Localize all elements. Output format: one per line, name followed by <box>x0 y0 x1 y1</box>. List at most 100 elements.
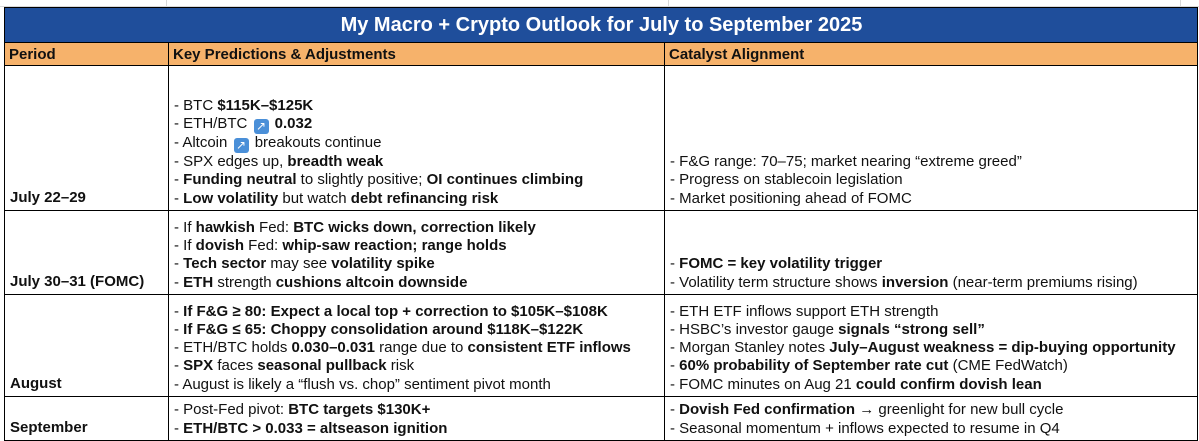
text-segment: but watch <box>278 189 351 207</box>
catalysts-cell[interactable]: - F&G range: 70–75; market nearing “extr… <box>664 65 1198 211</box>
text-segment: - <box>174 255 184 273</box>
text-segment: (near-term premiums rising) <box>948 273 1138 291</box>
text-segment: - Progress on stablecoin legislation <box>670 171 903 189</box>
bullet-line: - Funding neutral to slightly positive; … <box>174 171 660 189</box>
bold-text: seasonal pullback <box>257 357 387 375</box>
text-segment: range due to <box>374 339 468 357</box>
text-segment: - Morgan Stanley notes <box>670 339 830 357</box>
bullet-line: - Seasonal momentum + inflows expected t… <box>670 420 1193 438</box>
text-segment: risk <box>386 357 415 375</box>
text-segment: - <box>174 171 184 189</box>
bullet-line: - If F&G ≥ 80: Expect a local top + corr… <box>174 303 660 321</box>
text-segment: - <box>670 401 680 419</box>
text-segment: - Seasonal momentum + inflows expected t… <box>670 419 1060 437</box>
header-catalysts[interactable]: Catalyst Alignment <box>664 42 1198 66</box>
bullet-line: - ETH ETF inflows support ETH strength <box>670 303 1193 321</box>
bullet-line: - FOMC minutes on Aug 21 could confirm d… <box>670 376 1193 394</box>
predictions-cell[interactable]: - BTC $115K–$125K - ETH/BTC ↗ 0.032- Altc… <box>168 65 665 211</box>
bold-text: Funding neutral <box>183 171 297 189</box>
catalysts-cell[interactable]: - Dovish Fed confirmation → greenlight f… <box>664 396 1198 441</box>
text-segment: - <box>670 255 680 273</box>
period-cell[interactable]: July 30–31 (FOMC) <box>4 210 169 295</box>
bullet-line: - ETH strength cushions altcoin downside <box>174 274 660 292</box>
bold-text: debt refinancing risk <box>350 189 499 207</box>
text-segment: faces <box>213 357 258 375</box>
bold-text: Dovish Fed confirmation <box>679 401 856 419</box>
bullet-line: - If dovish Fed: whip-saw reaction; rang… <box>174 237 660 255</box>
text-segment: - <box>174 273 184 291</box>
bold-text: volatility spike <box>331 255 435 273</box>
period-cell[interactable]: July 22–29 <box>4 65 169 211</box>
text-segment: breakouts continue <box>250 134 382 152</box>
predictions-cell[interactable]: - Post-Fed pivot: BTC targets $130K+ - ET… <box>168 396 665 441</box>
table-title[interactable]: My Macro + Crypto Outlook for July to Se… <box>4 7 1198 43</box>
bullet-line: - Volatility term structure shows invers… <box>670 274 1193 292</box>
bold-text: breadth weak <box>287 153 384 171</box>
table-row: August - If F&G ≥ 80: Expect a local top… <box>4 294 1198 397</box>
predictions-cell[interactable]: - If F&G ≥ 80: Expect a local top + corr… <box>168 294 665 397</box>
bold-text: OI continues climbing <box>426 171 584 189</box>
bullet-line: - Altcoin ↗ breakouts continue <box>174 134 660 154</box>
text-segment: strength <box>213 273 276 291</box>
text-segment: Fed: <box>244 237 283 255</box>
bold-text: consistent ETF inflows <box>467 339 631 357</box>
table-row: September - Post-Fed pivot: BTC targets … <box>4 396 1198 441</box>
bold-text: ETH/BTC > 0.033 = altseason ignition <box>183 419 448 437</box>
bullet-line: - Market positioning ahead of FOMC <box>670 190 1193 208</box>
header-period[interactable]: Period <box>4 42 169 66</box>
bold-text: If F&G ≤ 65: Choppy consolidation around… <box>183 320 584 338</box>
period-cell[interactable]: August <box>4 294 169 397</box>
bold-text: could confirm dovish lean <box>855 375 1042 393</box>
bold-text: signals “strong sell” <box>838 320 985 338</box>
text-segment: to slightly positive; <box>296 171 427 189</box>
bold-text: hawkish <box>195 218 255 236</box>
text-segment: - Post-Fed pivot: <box>174 401 289 419</box>
text-segment: - <box>174 189 184 207</box>
bold-text: If F&G ≥ 80: Expect a local top + correc… <box>183 302 608 320</box>
text-segment: - If <box>174 237 196 255</box>
bold-text: FOMC = key volatility trigger <box>679 255 883 273</box>
text-segment: - HSBC’s investor gauge <box>670 320 839 338</box>
up-right-arrow-icon: ↗ <box>233 138 249 154</box>
period-cell[interactable]: September <box>4 396 169 441</box>
text-segment: - Altcoin <box>174 134 232 152</box>
bullet-line: - Tech sector may see volatility spike <box>174 255 660 273</box>
bold-text: dovish <box>195 237 245 255</box>
text-segment: - SPX edges up, <box>174 153 288 171</box>
text-segment: - BTC <box>174 96 218 114</box>
text-segment: - August is likely a “flush vs. chop” se… <box>174 375 551 393</box>
bold-text: Tech sector <box>183 255 267 273</box>
bold-text: inversion <box>881 273 949 291</box>
bold-text: July–August weakness = dip-buying opport… <box>829 339 1176 357</box>
text-segment: - If <box>174 218 196 236</box>
bullet-line: - SPX edges up, breadth weak <box>174 153 660 171</box>
text-segment: - ETH ETF inflows support ETH strength <box>670 302 939 320</box>
predictions-cell[interactable]: - If hawkish Fed: BTC wicks down, correc… <box>168 210 665 295</box>
bold-text: Low volatility <box>183 189 279 207</box>
text-segment: - Market positioning ahead of FOMC <box>670 189 912 207</box>
bold-text: 0.032 <box>274 115 313 133</box>
catalysts-cell[interactable]: - ETH ETF inflows support ETH strength - … <box>664 294 1198 397</box>
header-predictions[interactable]: Key Predictions & Adjustments <box>168 42 665 66</box>
bold-text: 60% probability of September rate cut <box>679 357 949 375</box>
bullet-line: - Post-Fed pivot: BTC targets $130K+ <box>174 401 660 419</box>
bullet-line: - HSBC’s investor gauge signals “strong … <box>670 321 1193 339</box>
bullet-line: - Low volatility but watch debt refinanc… <box>174 190 660 208</box>
bullet-line: - F&G range: 70–75; market nearing “extr… <box>670 153 1193 171</box>
text-segment: may see <box>266 255 332 273</box>
column-gridlines <box>0 0 1199 7</box>
text-segment: (CME FedWatch) <box>948 357 1068 375</box>
text-segment: Fed: <box>254 218 294 236</box>
bold-text: BTC wicks down, correction likely <box>293 218 536 236</box>
bullet-line: - If F&G ≤ 65: Choppy consolidation arou… <box>174 321 660 339</box>
table-row: July 22–29 - BTC $115K–$125K - ETH/BTC ↗ … <box>4 65 1198 211</box>
bullet-line: - SPX faces seasonal pullback risk <box>174 357 660 375</box>
text-segment: - ETH/BTC <box>174 115 252 133</box>
bold-text: 0.030–0.031 <box>291 339 375 357</box>
text-segment: - <box>174 302 184 320</box>
bullet-line: - ETH/BTC ↗ 0.032 <box>174 115 660 135</box>
bold-text: SPX <box>183 357 214 375</box>
bullet-line: - ETH/BTC > 0.033 = altseason ignition <box>174 420 660 438</box>
catalysts-cell[interactable]: - FOMC = key volatility trigger - Volatil… <box>664 210 1198 295</box>
